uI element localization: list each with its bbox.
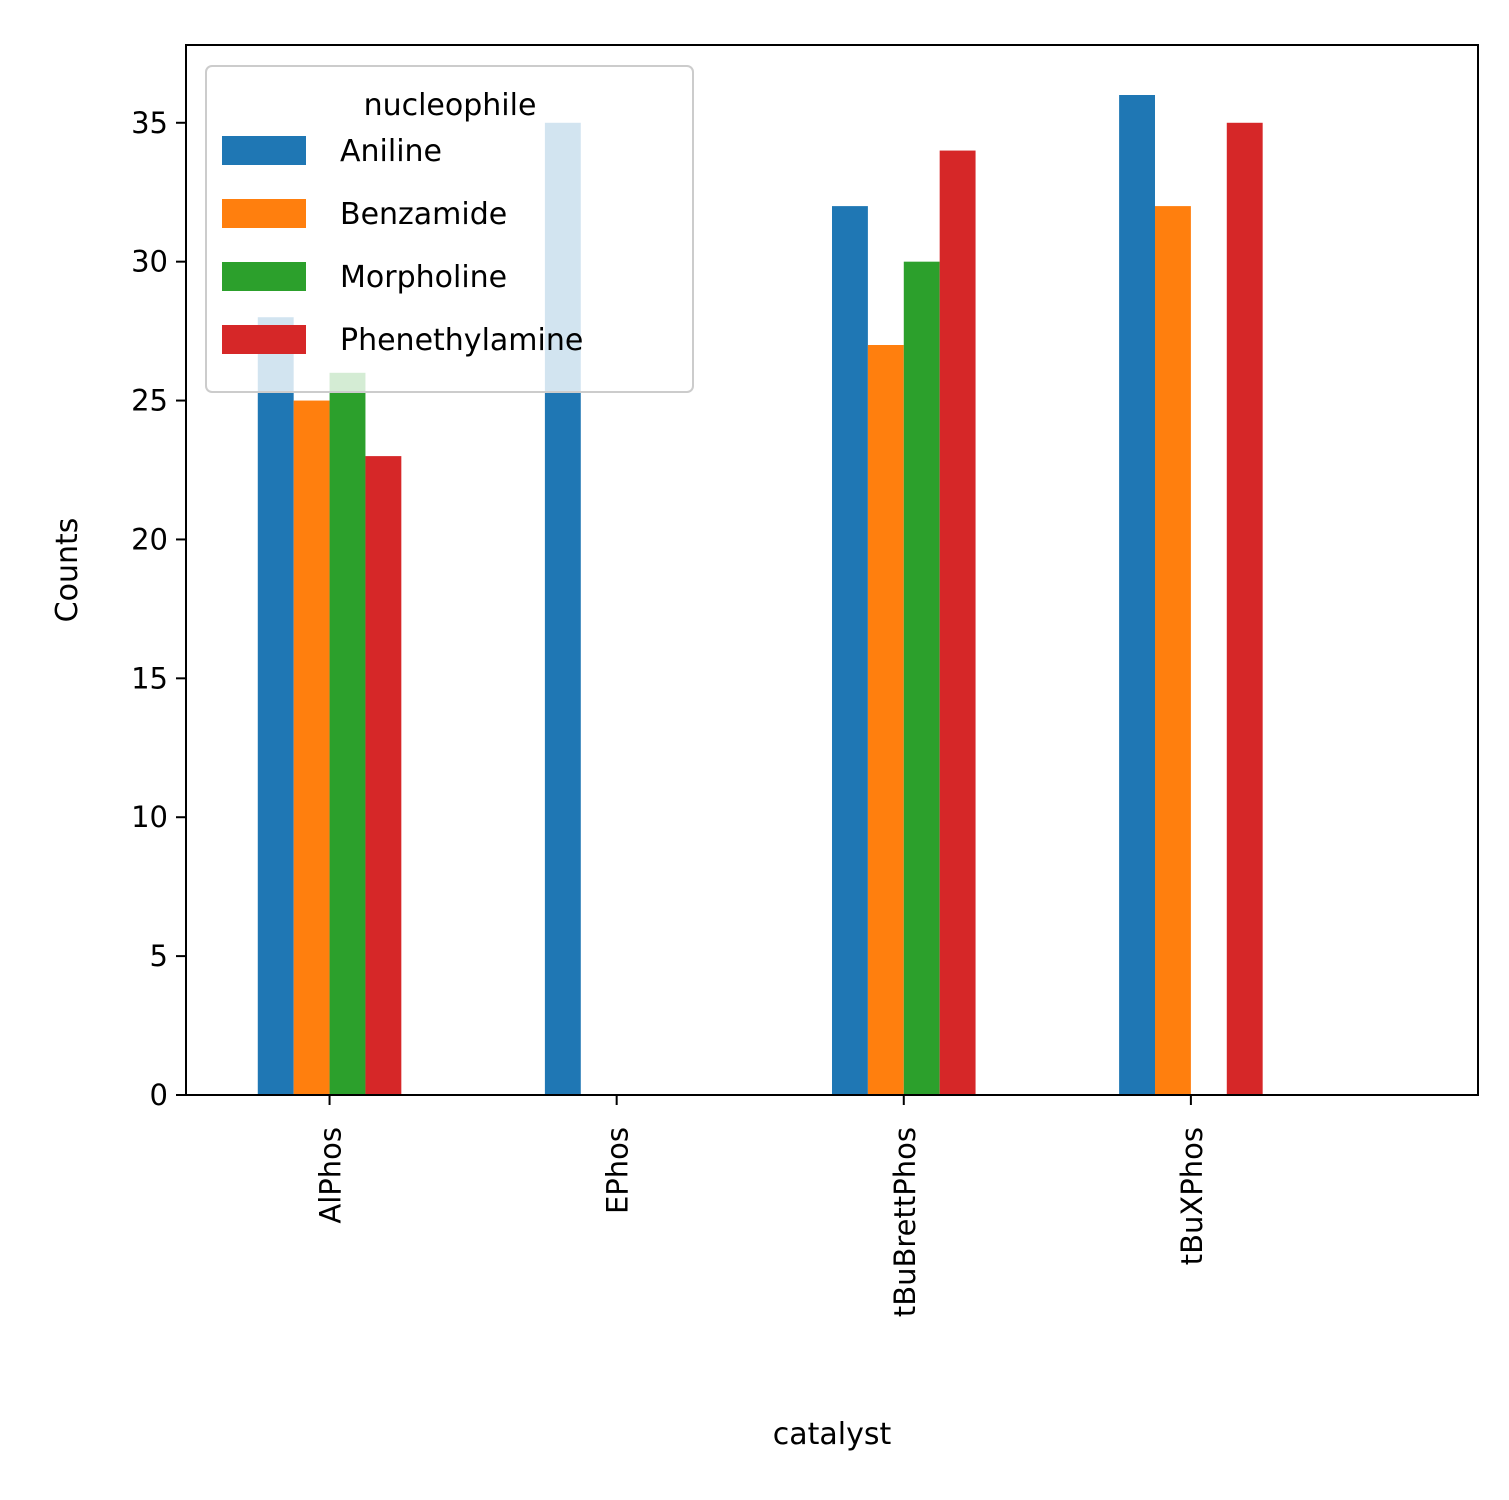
y-tick-label: 15 [131,661,168,695]
bar-tbubrettphos-aniline [832,206,868,1096]
y-axis: 0 5 10 15 20 25 30 35 [131,106,186,1112]
y-tick-label: 35 [131,106,168,140]
legend-box [205,65,694,393]
bars-layer [257,95,1263,1096]
bar-alphos-benzamide [293,400,330,1095]
y-tick-label: 30 [131,245,168,279]
bar-tbubrettphos-morpholine [903,261,940,1095]
bar-tbuxphos-phenethylamine [1226,122,1263,1095]
plot-frame [185,44,1479,1096]
legend-swatch-benzamide [222,199,306,228]
bar-alphos-aniline [257,317,294,1096]
bar-alphos-morpholine [329,372,366,1095]
legend-title: nucleophile [364,88,537,123]
bar-tbuxphos-aniline [1119,95,1155,1095]
x-axis: AlPhos EPhos tBuBrettPhos tBuXPhos [314,1095,1209,1317]
y-axis-title: Counts [50,518,85,623]
x-axis-title: catalyst [773,1417,892,1452]
bar-tbuxphos-benzamide [1155,206,1191,1096]
y-tick-label: 10 [131,800,168,834]
x-tick-label-alphos: AlPhos [314,1127,348,1224]
x-tick-label-tbuxphos: tBuXPhos [1175,1127,1209,1265]
y-tick-label: 0 [150,1078,168,1112]
x-tick-label-ephos: EPhos [601,1127,635,1214]
bar-tbubrettphos-benzamide [867,345,904,1095]
legend: nucleophile Aniline Benzamide Morpholine Ph… [205,65,694,393]
y-tick-label: 25 [131,384,168,418]
legend-label-benzamide: Benzamide [340,197,507,232]
bar-tbubrettphos-phenethylamine [939,150,976,1095]
legend-label-aniline: Aniline [340,134,442,169]
legend-swatch-aniline [222,136,306,165]
legend-label-phenethylamine: Phenethylamine [340,323,583,358]
bar-alphos-phenethylamine [365,456,402,1095]
legend-label-morpholine: Morpholine [340,260,507,295]
legend-swatch-morpholine [222,262,306,291]
legend-swatch-phenethylamine [222,325,306,354]
x-tick-label-tbubrettphos: tBuBrettPhos [888,1127,922,1317]
y-tick-label: 20 [131,522,168,556]
y-tick-label: 5 [150,939,168,973]
